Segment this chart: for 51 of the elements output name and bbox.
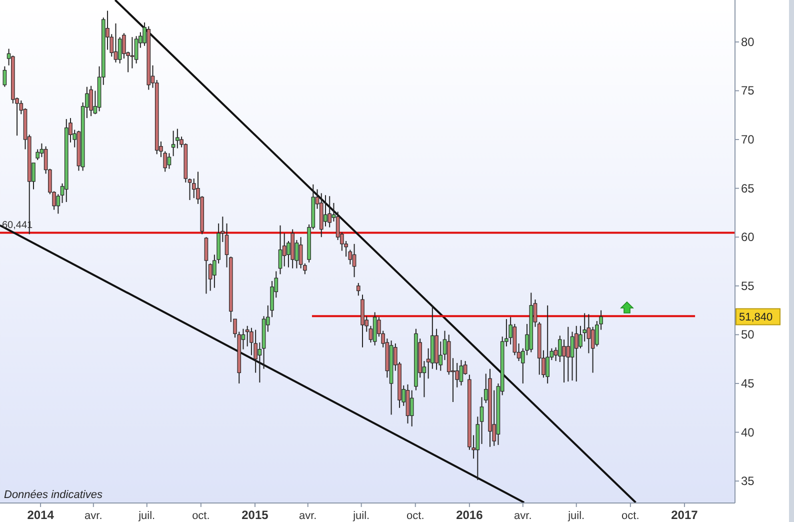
y-tick-label: 55 — [741, 278, 755, 293]
x-tick-label: oct. — [192, 510, 210, 522]
candlestick — [2, 66, 7, 88]
candlestick — [258, 342, 262, 383]
candlestick — [188, 178, 192, 201]
candlestick — [574, 325, 578, 382]
candlestick — [328, 196, 332, 228]
x-tick-label: juil. — [567, 510, 585, 522]
y-tick-label: 75 — [741, 84, 755, 98]
x-tick-label: juil. — [352, 510, 370, 522]
candlestick — [118, 36, 122, 64]
y-tick-label: 80 — [741, 34, 755, 49]
x-tick-label: oct. — [622, 510, 640, 522]
candlestick — [324, 194, 328, 227]
candlestick — [298, 236, 303, 269]
y-tick-label: 40 — [741, 425, 755, 440]
y-tick-label: 70 — [741, 132, 755, 147]
x-tick-label: avr. — [299, 510, 317, 522]
candlestick — [114, 22, 118, 63]
candlestick — [586, 314, 591, 354]
y-tick-label: 50 — [741, 328, 755, 342]
candlestick — [130, 36, 134, 69]
x-tick-label: 2014 — [27, 508, 54, 522]
candlestick — [410, 390, 414, 427]
text: 51,840 — [739, 312, 773, 324]
x-tick-label: 2017 — [671, 508, 698, 522]
candlestick — [171, 130, 176, 157]
candlestick — [566, 326, 570, 382]
x-tick-label: avr. — [514, 510, 532, 522]
candlestick — [89, 85, 93, 117]
candlestick — [278, 224, 282, 275]
annotation: Données indicatives — [4, 489, 103, 501]
candlestick — [56, 194, 60, 214]
candlestick — [459, 360, 464, 386]
x-tick-label: 2015 — [242, 508, 269, 522]
x-tick-label: juil. — [138, 510, 156, 522]
y-tick-label: 35 — [741, 474, 755, 488]
candlestick — [134, 36, 138, 64]
x-tick-label: avr. — [84, 510, 102, 522]
candlestick — [546, 304, 550, 384]
y-tick-label: 45 — [741, 376, 755, 390]
x-tick-label: oct. — [406, 510, 424, 522]
candlestick — [356, 282, 360, 296]
y-tick-label: 60 — [741, 230, 755, 244]
candlestick — [562, 339, 566, 383]
candlestick — [204, 236, 208, 294]
candlestick — [590, 326, 595, 374]
y-tick-label: 65 — [741, 181, 755, 196]
x-tick-label: 2016 — [456, 508, 484, 522]
candlestick — [352, 243, 356, 278]
candlestick — [570, 331, 574, 382]
